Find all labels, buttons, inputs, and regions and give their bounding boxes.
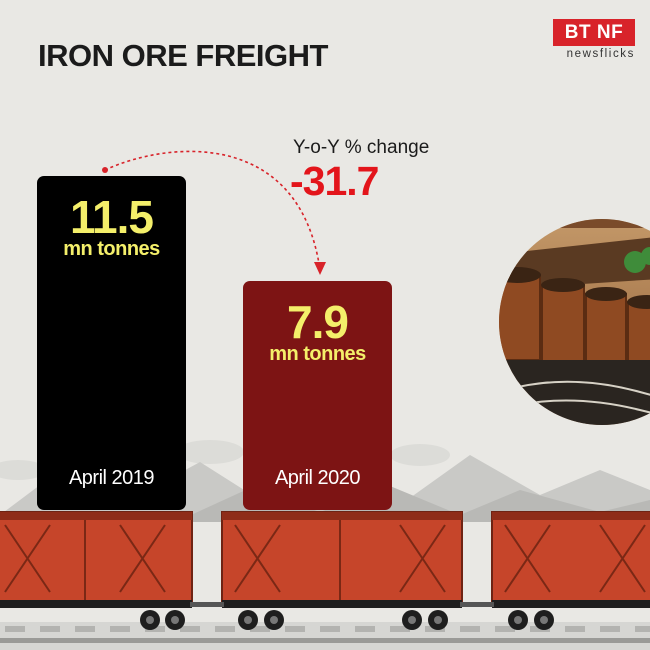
ore-train-photo xyxy=(499,219,650,425)
wagon xyxy=(491,511,650,630)
bar-unit-label: mn tonnes xyxy=(269,343,366,365)
logo-mark: BT NF xyxy=(553,19,635,46)
bar-1: 11.5 mn tonnes April 2019 xyxy=(37,176,186,510)
bar-value-label: 7.9 xyxy=(287,296,349,348)
yoy-change-label: Y-o-Y % change xyxy=(293,137,430,158)
trend-arrow xyxy=(104,150,321,271)
bar-value-label: 11.5 xyxy=(70,191,154,243)
logo-subtitle: newsflicks xyxy=(566,48,635,60)
bar-unit-label: mn tonnes xyxy=(63,238,160,260)
wagon xyxy=(221,511,463,630)
freight-wagons xyxy=(0,511,650,630)
bar-category-label: April 2019 xyxy=(68,467,155,489)
wagon xyxy=(0,511,193,630)
cloud-decoration xyxy=(0,440,450,480)
yoy-change-value: -31.7 xyxy=(290,158,379,204)
brand-logo: BT NF newsflicks xyxy=(553,19,635,60)
chart-title: IRON ORE FREIGHT xyxy=(38,38,328,73)
rail-track xyxy=(0,622,650,650)
bar-category-label: April 2020 xyxy=(274,467,361,489)
bar-2: 7.9 mn tonnes April 2020 xyxy=(243,281,392,510)
